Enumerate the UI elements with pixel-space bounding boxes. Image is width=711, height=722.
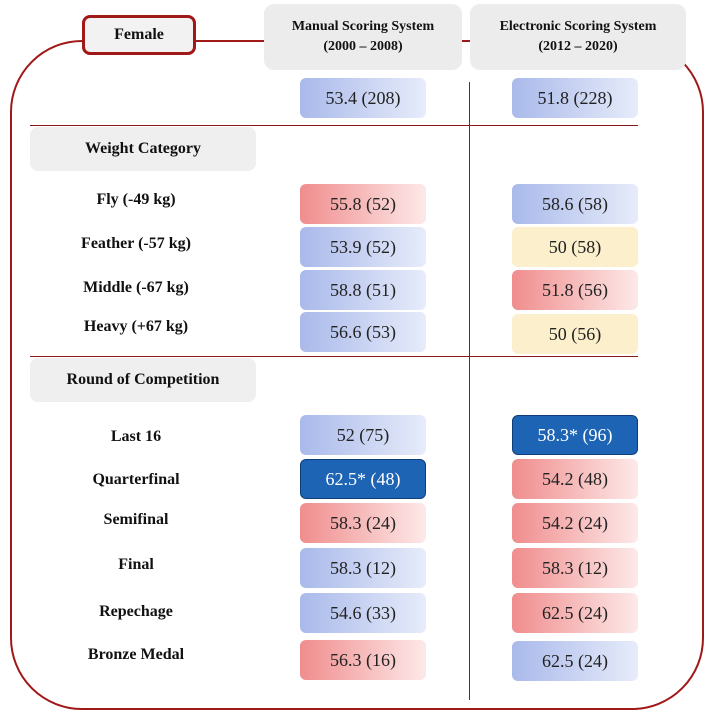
electronic-header-years: (2012 – 2020)	[538, 39, 618, 54]
row-label-fly: Fly (-49 kg)	[96, 191, 176, 208]
fly-manual-cell: 55.8 (52)	[300, 184, 426, 224]
heavy-electronic-cell: 50 (56)	[512, 314, 638, 354]
manual-header-title: Manual Scoring System	[291, 19, 435, 34]
middle-electronic-cell: 51.8 (56)	[512, 270, 638, 310]
row-label-semifinal: Semifinal	[103, 511, 169, 528]
repechage-manual-cell: 54.6 (33)	[300, 593, 426, 633]
row-label-middle: Middle (-67 kg)	[83, 279, 189, 296]
heavy-manual-cell: 56.6 (53)	[300, 312, 426, 352]
semifinal-manual-cell: 58.3 (24)	[300, 503, 426, 543]
section-header-weight: Weight Category	[30, 127, 256, 171]
row-label-bronze-medal: Bronze Medal	[87, 646, 185, 663]
last16-manual-cell: 52 (75)	[300, 415, 426, 455]
bronze-medal-electronic-cell: 62.5 (24)	[512, 641, 638, 681]
section-divider-round	[30, 356, 638, 357]
final-manual-cell: 58.3 (12)	[300, 548, 426, 588]
row-label-heavy: Heavy (+67 kg)	[83, 318, 189, 335]
row-label-repechage: Repechage	[99, 603, 173, 620]
middle-manual-cell: 58.8 (51)	[300, 270, 426, 310]
column-divider	[469, 82, 470, 700]
overall-electronic-cell: 51.8 (228)	[512, 78, 638, 118]
row-label-quarterfinal: Quarterfinal	[92, 471, 180, 488]
quarterfinal-electronic-cell: 54.2 (48)	[512, 459, 638, 499]
manual-system-header: Manual Scoring System (2000 – 2008)	[264, 4, 462, 70]
electronic-system-header: Electronic Scoring System (2012 – 2020)	[470, 4, 686, 70]
feather-electronic-cell: 50 (58)	[512, 227, 638, 267]
female-tag: Female	[82, 15, 196, 55]
row-label-last16: Last 16	[110, 428, 162, 445]
last16-electronic-cell: 58.3* (96)	[512, 415, 638, 455]
semifinal-electronic-cell: 54.2 (24)	[512, 503, 638, 543]
feather-manual-cell: 53.9 (52)	[300, 227, 426, 267]
final-electronic-cell: 58.3 (12)	[512, 548, 638, 588]
row-label-feather: Feather (-57 kg)	[81, 235, 191, 252]
section-title-round: Round of Competition	[66, 371, 220, 388]
manual-header-years: (2000 – 2008)	[323, 39, 403, 54]
electronic-header-title: Electronic Scoring System	[499, 19, 657, 34]
repechage-electronic-cell: 62.5 (24)	[512, 593, 638, 633]
section-header-round: Round of Competition	[30, 358, 256, 402]
overall-manual-cell: 53.4 (208)	[300, 78, 426, 118]
fly-electronic-cell: 58.6 (58)	[512, 184, 638, 224]
female-tag-label: Female	[114, 26, 164, 43]
row-label-final: Final	[118, 556, 154, 573]
section-divider-weight	[30, 125, 638, 126]
section-title-weight: Weight Category	[85, 140, 201, 157]
bronze-medal-manual-cell: 56.3 (16)	[300, 640, 426, 680]
quarterfinal-manual-cell: 62.5* (48)	[300, 459, 426, 499]
